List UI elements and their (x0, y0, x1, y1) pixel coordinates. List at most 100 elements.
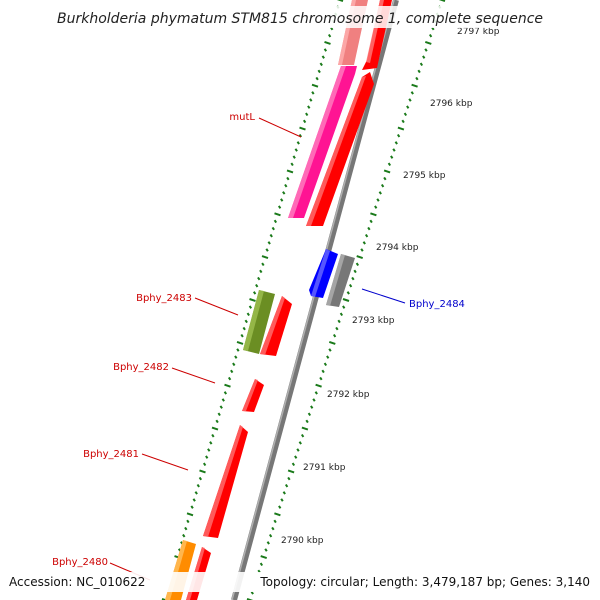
minor-tick (265, 248, 269, 252)
minor-tick (236, 348, 240, 352)
minor-tick (284, 483, 289, 488)
gene-label-mutl[interactable]: mutL (229, 112, 255, 123)
major-tick (424, 40, 432, 45)
major-tick (246, 598, 254, 600)
map-title: Burkholderia phymatum STM815 chromosome … (57, 11, 543, 27)
minor-tick (387, 162, 392, 167)
major-tick (261, 255, 269, 260)
minor-tick (277, 205, 282, 209)
gene-label-bphy-2483[interactable]: Bphy_2483 (136, 293, 192, 304)
major-tick (438, 0, 446, 2)
minor-tick (296, 448, 300, 452)
minor-tick (319, 376, 323, 381)
major-tick (287, 469, 295, 474)
minor-tick (248, 305, 253, 309)
minor-tick (403, 112, 408, 117)
gene-label-bphy-2481[interactable]: Bphy_2481 (83, 449, 139, 460)
minor-tick (315, 76, 319, 81)
minor-tick (406, 105, 410, 109)
minor-tick (323, 362, 328, 367)
minor-tick (246, 312, 250, 317)
minor-tick (327, 33, 332, 38)
minor-tick (314, 391, 318, 395)
major-tick (370, 212, 377, 217)
minor-tick (282, 191, 286, 195)
gene-callouts (109, 117, 406, 581)
scale-label-2792: 2792 kbp (327, 390, 370, 400)
minor-tick (417, 69, 421, 74)
minor-tick (312, 398, 316, 402)
minor-tick (240, 333, 244, 338)
minor-tick (250, 591, 254, 595)
gene-label-bphy-2480[interactable]: Bphy_2480 (52, 557, 108, 568)
minor-tick (242, 326, 246, 331)
minor-tick (267, 241, 271, 245)
minor-tick (383, 176, 387, 181)
minor-tick (300, 433, 305, 438)
minor-tick (362, 241, 366, 245)
scale-label-2796: 2796 kbp (430, 99, 473, 109)
minor-tick (307, 105, 311, 109)
minor-tick (428, 33, 433, 38)
minor-tick (392, 148, 396, 152)
minor-tick (255, 283, 259, 288)
minor-tick (422, 55, 426, 59)
minor-tick (424, 48, 428, 52)
major-tick (186, 512, 194, 517)
minor-tick (244, 319, 248, 324)
minor-tick (332, 333, 337, 338)
minor-tick (401, 119, 405, 124)
minor-tick (378, 191, 382, 195)
minor-tick (326, 355, 330, 359)
minor-tick (219, 405, 223, 409)
minor-tick (376, 198, 380, 202)
minor-tick (321, 55, 325, 59)
major-tick (199, 469, 206, 474)
major-tick (274, 512, 281, 517)
major-tick (342, 298, 350, 302)
minor-tick (346, 291, 350, 295)
major-tick (299, 126, 306, 131)
minor-tick (273, 519, 277, 524)
minor-tick (364, 233, 369, 238)
minor-tick (252, 291, 257, 295)
major-tick (301, 426, 309, 431)
minor-tick (190, 505, 194, 509)
minor-tick (394, 141, 398, 145)
minor-tick (305, 112, 309, 117)
minor-tick (380, 183, 385, 188)
major-tick (249, 298, 256, 302)
minor-tick (309, 98, 313, 102)
minor-tick (355, 262, 360, 267)
minor-tick (205, 455, 209, 459)
minor-tick (209, 441, 213, 445)
minor-tick (280, 498, 284, 502)
minor-tick (198, 476, 203, 481)
minor-tick (328, 348, 332, 352)
minor-tick (227, 376, 232, 381)
scale-label-2790: 2790 kbp (281, 536, 324, 546)
gene-label-bphy-2482[interactable]: Bphy_2482 (113, 362, 169, 373)
major-tick (315, 383, 322, 388)
minor-tick (223, 391, 228, 395)
minor-tick (287, 476, 291, 481)
scale-label-2793: 2793 kbp (352, 316, 395, 326)
gene-label-bphy-2484[interactable]: Bphy_2484 (409, 299, 465, 310)
minor-tick (280, 198, 284, 202)
major-tick (336, 0, 344, 2)
major-tick (311, 83, 319, 88)
minor-tick (321, 369, 325, 374)
minor-tick (266, 541, 270, 545)
minor-tick (268, 533, 273, 538)
minor-tick (217, 412, 221, 417)
major-tick (356, 255, 364, 260)
minor-tick (273, 219, 278, 224)
minor-tick (319, 62, 323, 67)
minor-tick (408, 98, 412, 102)
minor-tick (234, 355, 238, 359)
minor-tick (369, 219, 373, 224)
minor-tick (184, 526, 188, 531)
minor-tick (348, 283, 353, 288)
minor-tick (294, 455, 298, 459)
minor-tick (302, 119, 307, 124)
